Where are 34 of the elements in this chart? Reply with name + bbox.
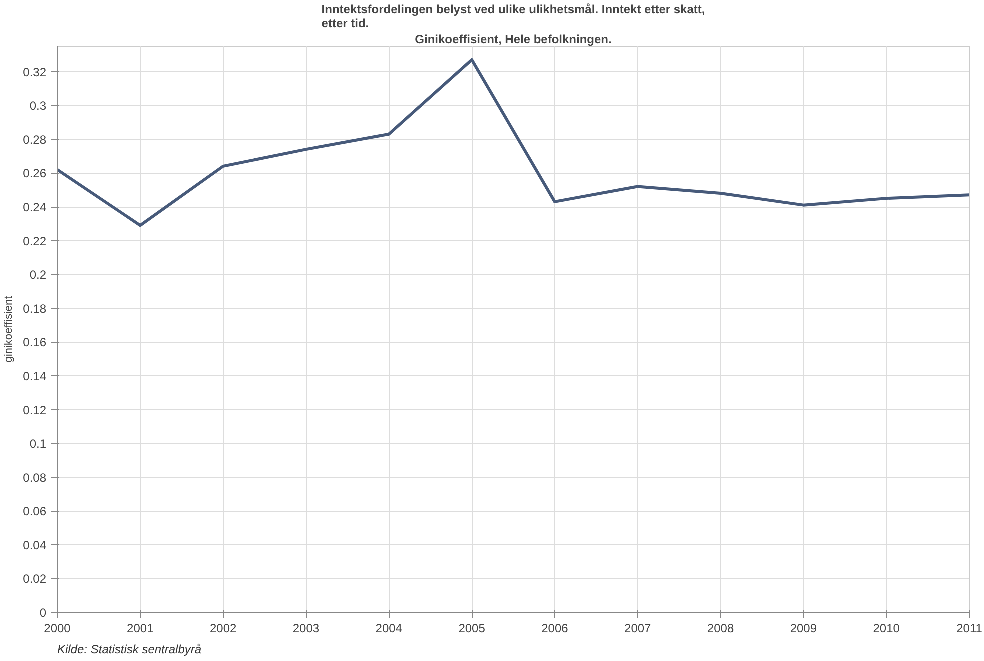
y-tick-label: 0.18 xyxy=(23,302,47,316)
y-tick-label: 0.14 xyxy=(23,369,47,384)
x-tick-label: 2009 xyxy=(790,622,818,636)
y-tick-label: 0.1 xyxy=(30,437,47,452)
y-tick-label: 0.02 xyxy=(23,572,47,586)
x-tick-label: 2010 xyxy=(873,622,900,636)
y-tick-label: 0.2 xyxy=(30,268,47,282)
chart-subtitle: Ginikoeffisient, Hele befolkningen. xyxy=(415,32,612,46)
x-tick-label: 2004 xyxy=(376,622,403,636)
y-tick-label: 0.28 xyxy=(23,132,47,147)
x-tick-label: 2000 xyxy=(44,622,72,636)
y-tick-label: 0.3 xyxy=(30,99,47,114)
y-tick-label: 0.32 xyxy=(23,65,47,80)
x-tick-label: 2005 xyxy=(458,622,486,636)
y-tick-label: 0.16 xyxy=(23,336,47,350)
x-tick-label: 2001 xyxy=(127,622,154,636)
y-tick-label: 0.04 xyxy=(23,538,47,552)
line-series xyxy=(58,58,970,228)
y-tick-label: 0.24 xyxy=(23,200,47,215)
y-tick-label: 0 xyxy=(40,606,47,620)
x-tick-label: 2002 xyxy=(210,622,237,636)
y-tick-label: 0.08 xyxy=(23,470,47,485)
chart-title: Inntektsfordelingen belyst ved ulike ulikhetsmål. Inntekt etter skatt, etter tid. xyxy=(322,2,706,30)
y-tick-label: 0.12 xyxy=(23,403,47,418)
x-tick-label: 2008 xyxy=(707,622,734,636)
x-tick-label: 2007 xyxy=(624,622,652,636)
y-tick-label: 0.06 xyxy=(23,504,47,519)
y-tick-label: 0.26 xyxy=(23,166,47,181)
y-axis-title: ginikoeffisient xyxy=(3,296,16,363)
y-tick-label: 0.22 xyxy=(23,234,47,248)
x-tick-label: 2003 xyxy=(292,622,320,636)
x-tick-label: 2011 xyxy=(956,622,983,636)
text: Kilde: Statistisk sentralbyrå xyxy=(58,642,202,656)
x-tick-label: 2006 xyxy=(542,622,569,636)
